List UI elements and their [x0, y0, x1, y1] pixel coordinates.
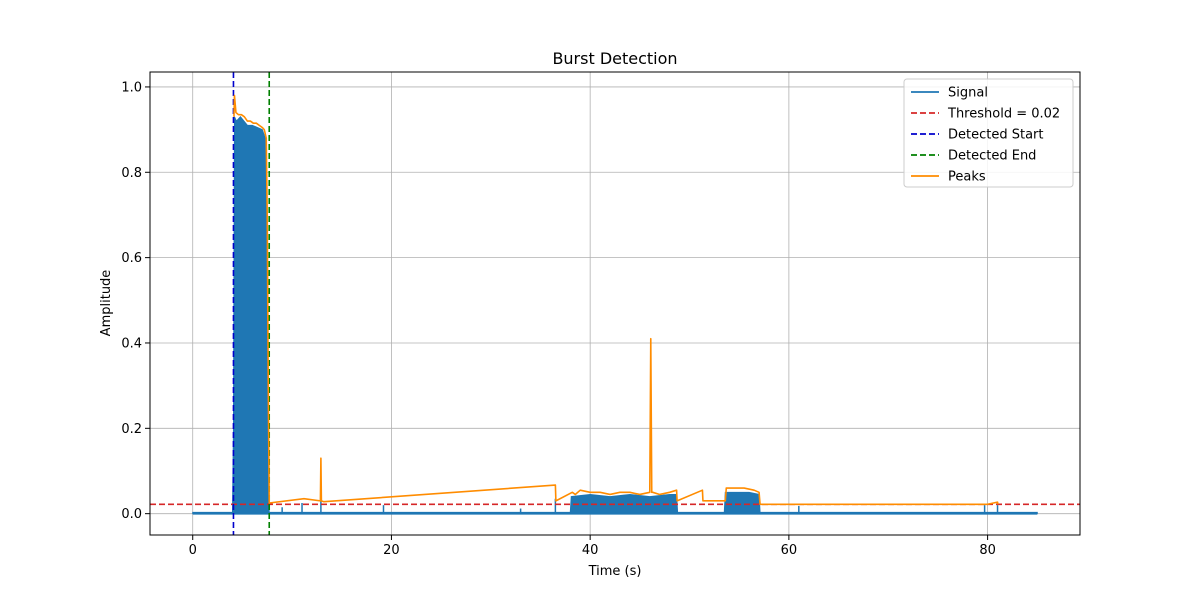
- legend-box: [903, 78, 1074, 188]
- y-tick-label: 1.0: [121, 80, 142, 95]
- legend-entry: Detected Start: [911, 128, 1044, 143]
- x-tick-label: 20: [383, 543, 400, 558]
- x-tick-label: 0: [189, 543, 197, 558]
- ticks-layer: 0 20 40 60 80 0.0 0.2 0.4 0.6 0.8 1.0: [121, 80, 996, 558]
- chart-title: Burst Detection: [552, 49, 677, 68]
- legend-label: Detected End: [948, 149, 1036, 164]
- legend-entry: Threshold = 0.02: [911, 107, 1060, 122]
- x-tick-label: 40: [582, 543, 599, 558]
- legend-entry: Detected End: [911, 149, 1036, 164]
- y-axis-label: Amplitude: [99, 270, 114, 337]
- signal-area: [192, 116, 1038, 515]
- legend-entry: Peaks: [911, 170, 986, 185]
- x-tick-label: 60: [781, 543, 798, 558]
- y-tick-label: 0.2: [121, 422, 142, 437]
- y-tick-label: 0.0: [121, 507, 142, 522]
- legend-label: Peaks: [948, 170, 986, 185]
- peaks-layer: [233, 94, 999, 506]
- x-tick-label: 80: [979, 543, 996, 558]
- y-tick-label: 0.6: [121, 251, 142, 266]
- y-tick-label: 0.4: [121, 336, 142, 351]
- legend-label: Threshold = 0.02: [947, 107, 1060, 122]
- legend-label: Detected Start: [948, 128, 1044, 143]
- axes-frame: [149, 71, 1081, 536]
- x-axis-label: Time (s): [588, 564, 642, 579]
- legend: Signal Threshold = 0.02 Detected Start Dete…: [903, 78, 1074, 188]
- legend-entry: Signal: [911, 86, 988, 101]
- y-tick-label: 0.8: [121, 166, 142, 181]
- legend-label: Signal: [948, 86, 988, 101]
- signal-layer: [192, 116, 1038, 515]
- peaks-line: [233, 94, 999, 506]
